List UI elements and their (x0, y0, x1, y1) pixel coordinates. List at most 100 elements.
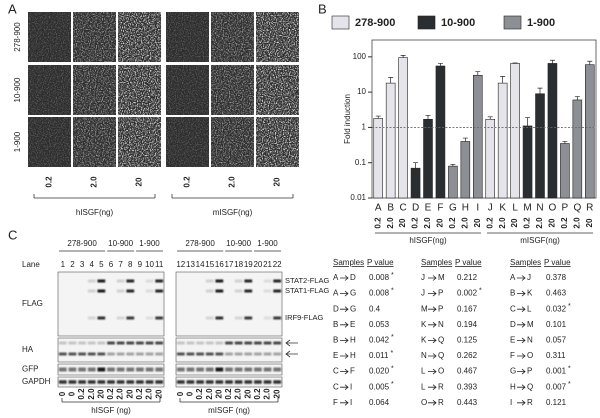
band (244, 279, 253, 283)
x-tick-label: D (412, 203, 419, 214)
band (145, 380, 154, 384)
dose-label: 20 (273, 177, 282, 186)
sample-to: O (527, 351, 533, 360)
x-tick-label: G (449, 203, 457, 214)
arrow (517, 290, 526, 297)
sample-to: O (438, 367, 444, 376)
sample-to: K (527, 289, 533, 298)
band (87, 279, 96, 283)
group-label: 278-900 (185, 239, 215, 248)
group-label: 10-900 (226, 239, 251, 248)
agent-label: mISGF (ng) (208, 406, 250, 415)
p-value: 0.053 (369, 320, 390, 329)
dose-label: 2.0 (572, 217, 581, 229)
band (234, 380, 243, 384)
micrograph-cells (211, 65, 254, 115)
arrow (517, 321, 526, 328)
row-label: 278-900 (13, 22, 22, 52)
x-tick-label: M (523, 203, 531, 214)
band (116, 352, 125, 356)
band (126, 380, 135, 384)
sample-from: D (333, 304, 339, 313)
micrograph-cells (256, 65, 299, 115)
p-value: 0.467 (457, 367, 478, 376)
x-tick-label: H (462, 203, 469, 214)
error-bar (549, 59, 555, 64)
sample-to: M (527, 320, 534, 329)
p-value: 0.125 (457, 336, 478, 345)
dose-label: 0.2 (485, 217, 494, 229)
band (234, 352, 243, 356)
band (78, 367, 86, 372)
p-value: 0.121 (546, 398, 567, 407)
lane-number: 2 (70, 260, 75, 269)
sample-from: M (421, 304, 428, 313)
p-value: 0.064 (369, 398, 390, 407)
band (234, 367, 243, 372)
arrow (340, 321, 349, 328)
band (254, 380, 262, 384)
row-label: GFP (22, 365, 38, 374)
lane-number: 6 (109, 260, 114, 269)
bar (584, 64, 595, 199)
sample-to: J (527, 273, 531, 282)
dose-label: 2.0 (228, 176, 237, 188)
band (58, 367, 67, 372)
dose-label: 20 (510, 218, 519, 227)
error-bar (587, 60, 593, 65)
sample-to: P (438, 289, 443, 298)
band-label: IRF9-FLAG (285, 313, 324, 322)
p-value: 0.032 (546, 304, 567, 313)
band (205, 341, 214, 345)
sample-to: Q (527, 382, 533, 391)
dose-label: 2.0 (460, 217, 469, 229)
table-header: P value (367, 258, 394, 267)
p-value: 0.008 (369, 273, 390, 282)
lane-header: Lane (22, 260, 40, 269)
arrow (285, 339, 298, 347)
group-label: 1-900 (257, 239, 278, 248)
band (107, 352, 115, 356)
bar (497, 82, 508, 199)
band (273, 289, 282, 293)
band (97, 341, 106, 345)
band (273, 367, 282, 372)
band (97, 367, 106, 372)
sample-from: O (421, 398, 427, 407)
band (215, 380, 224, 384)
legend-label: 1-900 (527, 17, 555, 29)
micrograph-cells (166, 65, 209, 115)
significance-mark: * (391, 381, 394, 388)
band (78, 341, 86, 345)
p-value: 0.4 (369, 304, 381, 313)
band (97, 380, 106, 384)
panel-label: B (318, 1, 327, 16)
band (225, 341, 233, 345)
p-value: 0.463 (546, 289, 567, 298)
band (273, 352, 282, 356)
sample-to: R (438, 398, 444, 407)
bar (385, 82, 396, 199)
band (136, 341, 144, 345)
x-tick-label: F (437, 203, 443, 214)
significance-mark: * (391, 287, 394, 294)
p-value: 0.008 (369, 289, 390, 298)
band (145, 352, 154, 356)
p-value: 0.311 (546, 351, 566, 360)
band (273, 380, 282, 384)
lane-number: 21 (263, 260, 272, 269)
table-header: Samples (333, 258, 364, 267)
sample-from: I (510, 398, 512, 407)
band (263, 316, 272, 320)
error-bar (537, 87, 543, 94)
band (263, 380, 272, 384)
blot-frame (57, 271, 165, 337)
lane-number: 18 (234, 260, 243, 269)
sample-to: R (438, 382, 444, 391)
arrow (517, 384, 526, 391)
band (116, 289, 125, 293)
band (155, 279, 164, 283)
band (234, 289, 243, 293)
arrow (340, 399, 349, 406)
lane-number: 11 (155, 260, 164, 269)
